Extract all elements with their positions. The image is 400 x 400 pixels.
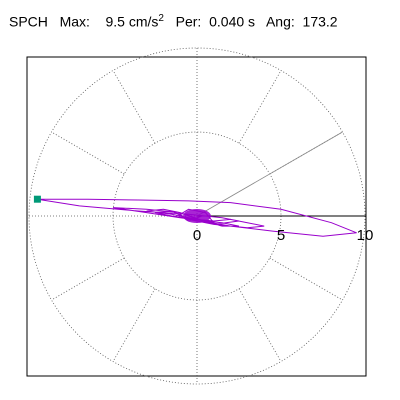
grid-spoke-240 (112, 288, 156, 362)
grid-spoke-300 (238, 288, 282, 362)
start-marker (33, 195, 41, 203)
tick-label-10: 10 (357, 227, 374, 244)
direction-line (196, 131, 343, 217)
tick-labels: 0 5 10 (193, 227, 374, 244)
start-marker-square (33, 195, 41, 203)
trace-center-cluster (183, 209, 211, 223)
period-value: 0.040 s (209, 13, 256, 30)
tick-label-5: 5 (277, 227, 285, 244)
motion-trace (37, 198, 357, 237)
station-code: SPCH (9, 13, 48, 30)
axis-lines (196, 131, 366, 217)
header-readout: SPCH Max: 9.5 cm/s2 Per: 0.040 s Ang: 17… (9, 13, 338, 30)
max-unit-exponent: 2 (158, 13, 164, 24)
grid-spoke-150 (51, 131, 125, 175)
max-unit: cm/s (128, 13, 159, 30)
max-value: 9.5 (105, 13, 125, 30)
max-label: Max: (59, 13, 90, 30)
angle-value: 173.2 (302, 13, 338, 30)
tick-label-0: 0 (193, 227, 201, 244)
grid-spoke-210 (51, 257, 125, 301)
period-label: Per: (175, 13, 202, 30)
grid-spoke-330 (269, 257, 343, 301)
grid-spoke-120 (112, 70, 156, 144)
grid-spoke-60 (238, 70, 282, 144)
angle-label: Ang: (265, 13, 295, 30)
